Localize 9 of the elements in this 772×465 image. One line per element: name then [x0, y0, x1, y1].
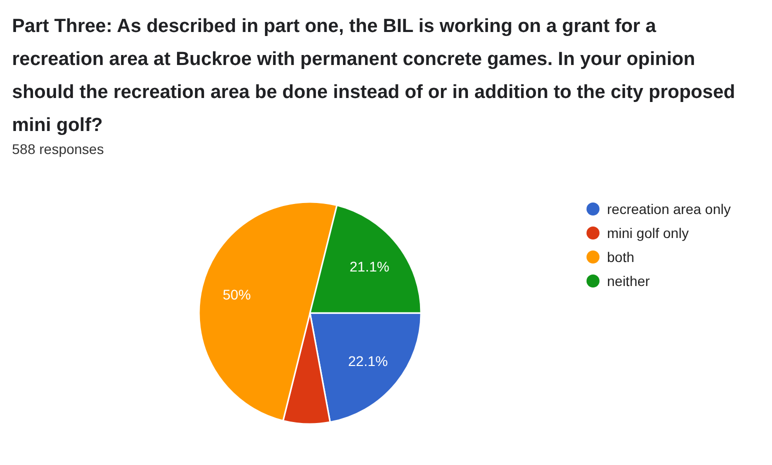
legend-label: mini golf only — [607, 224, 689, 241]
legend-label: neither — [607, 272, 650, 289]
text: 588 responses — [12, 141, 104, 157]
data-label: 21.1% — [350, 258, 390, 274]
legend-label: both — [607, 248, 634, 265]
chart-title: Part Three: As described in part one, the BIL is working on a grant for a recreation area at Buckroe with permanent concrete games. In your opinion should the recreation area be done instead of or in addition to the city proposed mini golf? — [12, 15, 736, 138]
data-label: 50% — [222, 286, 251, 303]
legend-label: recreation area only — [607, 200, 731, 217]
data-label: 22.1% — [348, 353, 388, 370]
